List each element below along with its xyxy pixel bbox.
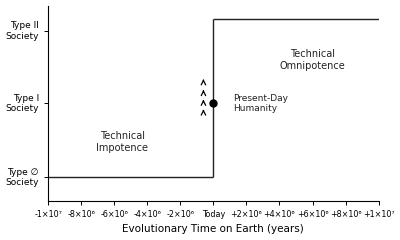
Text: Technical
Omnipotence: Technical Omnipotence — [280, 49, 345, 71]
X-axis label: Evolutionary Time on Earth (years): Evolutionary Time on Earth (years) — [122, 224, 304, 234]
Text: Present-Day
Humanity: Present-Day Humanity — [233, 94, 288, 113]
Text: Technical
Impotence: Technical Impotence — [96, 132, 148, 153]
